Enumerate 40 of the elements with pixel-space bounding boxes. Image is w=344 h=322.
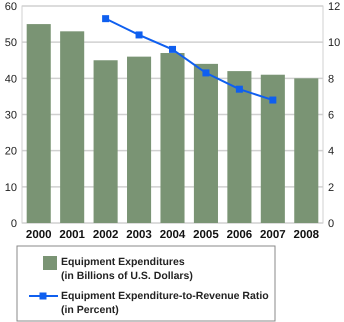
y2-tick-label: 0 (328, 218, 334, 230)
bar (194, 64, 218, 223)
y-tick-label: 30 (4, 110, 17, 122)
x-tick-label: 2000 (26, 229, 52, 241)
y2-tick-label: 2 (328, 182, 334, 194)
bar (260, 74, 285, 223)
y2-tick-label: 8 (328, 73, 334, 86)
y-tick-label: 50 (4, 37, 17, 50)
y-tick-label: 10 (4, 182, 17, 194)
y-tick-label: 20 (4, 146, 17, 158)
x-tick-label: 2002 (92, 229, 118, 241)
bar (227, 71, 252, 223)
bar (94, 60, 118, 223)
y-tick-label: 60 (4, 1, 17, 13)
point (202, 69, 210, 76)
point (269, 96, 276, 104)
point (136, 31, 143, 38)
point (236, 86, 243, 93)
bar (160, 53, 185, 223)
x-tick-label: 2003 (126, 229, 152, 241)
point (102, 15, 110, 22)
y2-tick-label: 6 (328, 110, 334, 122)
bar (127, 56, 152, 223)
y-tick-label: 40 (4, 73, 17, 86)
x-tick-label: 2005 (193, 229, 220, 241)
y2-tick-label: 4 (328, 146, 334, 158)
x-tick-label: 2007 (260, 229, 286, 241)
x-tick-label: 2008 (293, 229, 320, 241)
legend-label: Equipment Expenditures (in Billions of U.S. Dollars) (61, 256, 193, 282)
x-tick-label: 2004 (160, 229, 186, 241)
y2-tick-label: 12 (328, 1, 340, 13)
legend-label: Equipment Expenditure-to-Revenue Ratio (in Percent) (61, 290, 269, 316)
x-tick-label: 2001 (59, 229, 86, 241)
x-tick-label: 2006 (226, 229, 252, 241)
y2-tick-label: 10 (328, 37, 340, 50)
point (169, 46, 176, 53)
bar (294, 78, 318, 223)
bar (60, 31, 84, 223)
bar (26, 24, 51, 223)
y-tick-label: 0 (10, 218, 17, 230)
